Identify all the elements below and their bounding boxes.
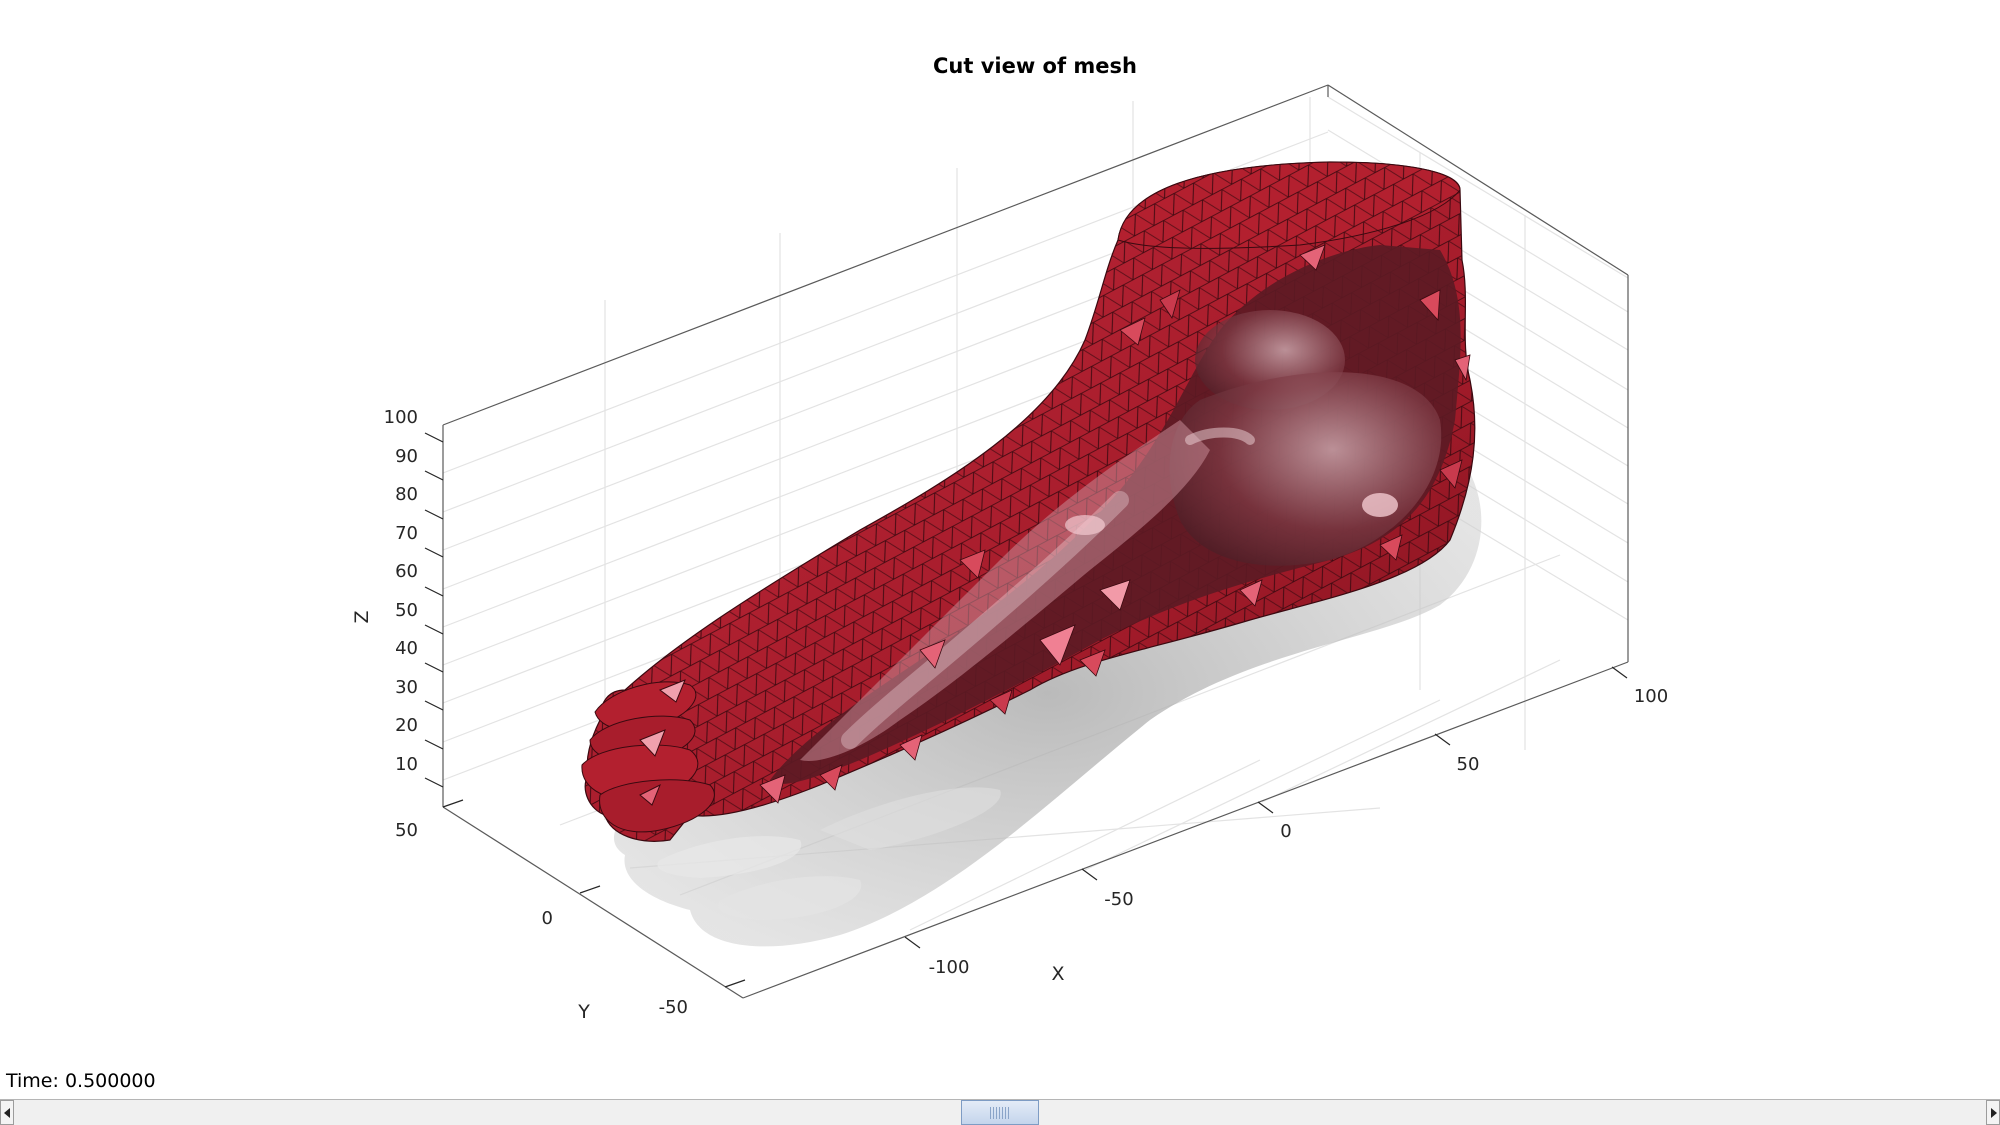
z-tick-label: 40 <box>395 638 418 659</box>
z-tick-label: 20 <box>395 715 418 736</box>
slider-right-arrow-icon[interactable] <box>1986 1100 2000 1125</box>
x-tick-label: 50 <box>1457 754 1480 775</box>
x-tick-label: -100 <box>929 957 970 978</box>
x-tick-label: 0 <box>1280 821 1291 842</box>
x-tick-label: 100 <box>1634 686 1668 707</box>
z-tick-label: 60 <box>395 561 418 582</box>
z-tick-label: 80 <box>395 484 418 505</box>
time-label: Time: 0.500000 <box>6 1070 156 1092</box>
y-tick-label: 0 <box>542 908 553 929</box>
slider-left-arrow-icon[interactable] <box>0 1100 14 1125</box>
cut-edge-tets <box>759 244 1471 804</box>
foot-cut-mesh <box>581 161 1476 842</box>
z-tick-label: 70 <box>395 523 418 544</box>
x-axis-label: X <box>1051 963 1064 985</box>
time-slider[interactable] <box>0 1099 2000 1125</box>
bone-mesh <box>800 310 1442 761</box>
y-axis: 50 0 -50 Y <box>395 799 746 1023</box>
z-tick-label: 10 <box>395 754 418 775</box>
slider-track[interactable] <box>14 1100 1986 1125</box>
slider-thumb[interactable] <box>961 1100 1039 1125</box>
axes-box <box>442 84 1629 999</box>
y-tick-label: 50 <box>395 820 418 841</box>
z-tick-label: 30 <box>395 677 418 698</box>
plot-title: Cut view of mesh <box>932 54 1137 78</box>
z-axis: 10 20 30 40 50 60 70 80 90 100 Z <box>351 407 444 788</box>
y-axis-label: Y <box>577 1001 590 1023</box>
z-tick-label: 90 <box>395 446 418 467</box>
z-tick-label: 50 <box>395 600 418 621</box>
y-tick-label: -50 <box>659 997 688 1018</box>
x-tick-label: -50 <box>1104 889 1133 910</box>
x-axis: -100 -50 0 50 100 X <box>904 666 1668 985</box>
z-axis-label: Z <box>351 610 373 623</box>
z-tick-label: 100 <box>384 407 418 428</box>
toes <box>581 679 715 833</box>
